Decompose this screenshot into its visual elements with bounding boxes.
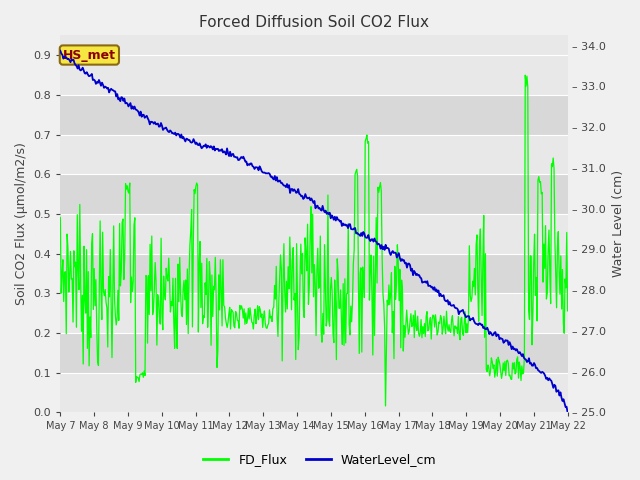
Bar bbox=[60, 372, 568, 412]
Bar bbox=[60, 253, 568, 293]
Bar bbox=[60, 333, 568, 372]
Legend: FD_Flux, WaterLevel_cm: FD_Flux, WaterLevel_cm bbox=[198, 448, 442, 471]
Title: Forced Diffusion Soil CO2 Flux: Forced Diffusion Soil CO2 Flux bbox=[199, 15, 429, 30]
Y-axis label: Soil CO2 Flux (μmol/m2/s): Soil CO2 Flux (μmol/m2/s) bbox=[15, 143, 28, 305]
Text: HS_met: HS_met bbox=[63, 48, 116, 61]
Y-axis label: Water Level (cm): Water Level (cm) bbox=[612, 170, 625, 277]
Bar bbox=[60, 174, 568, 214]
Bar bbox=[60, 55, 568, 95]
Bar bbox=[60, 214, 568, 253]
Bar bbox=[60, 293, 568, 333]
Bar bbox=[60, 95, 568, 134]
Bar bbox=[60, 134, 568, 174]
